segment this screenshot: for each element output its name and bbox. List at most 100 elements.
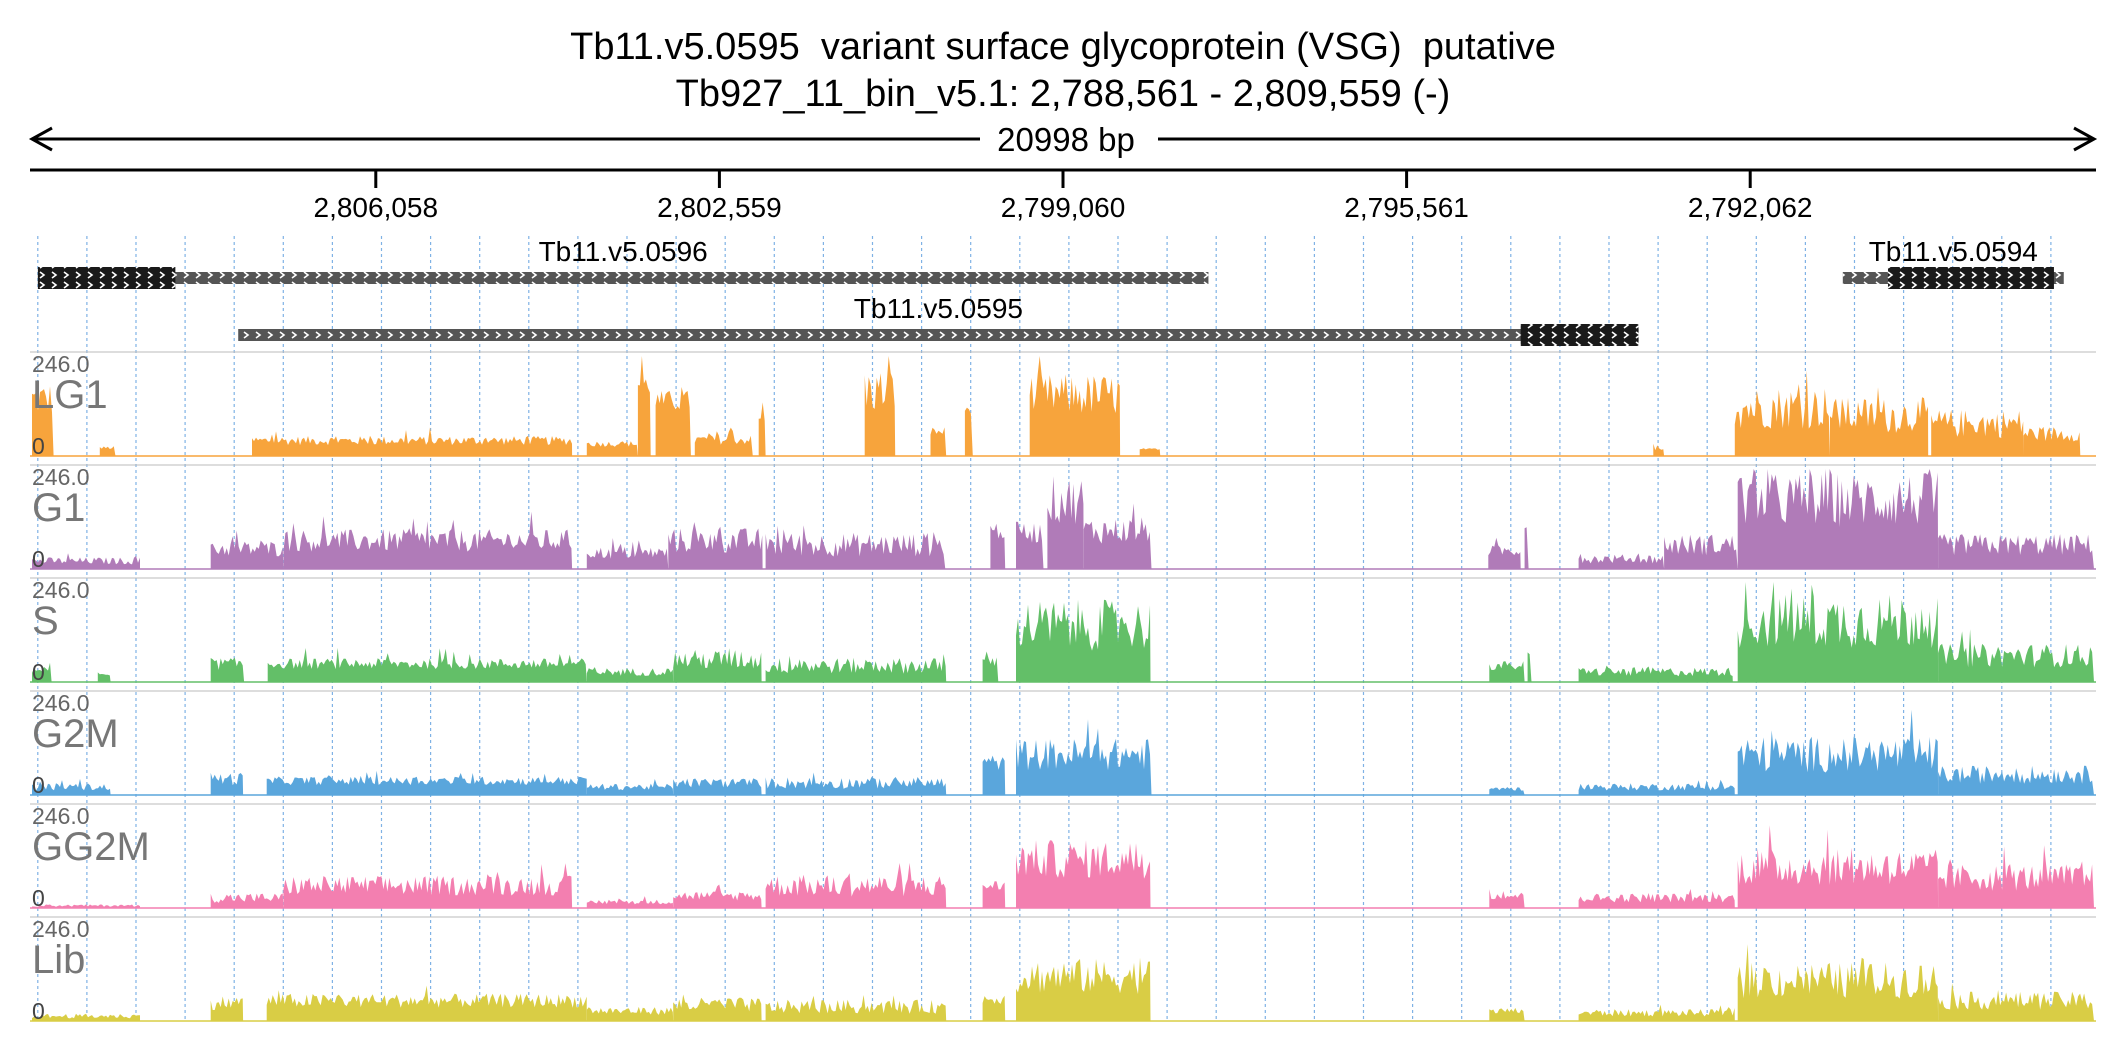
arrow-left-icon (28, 126, 53, 152)
coverage-area (1016, 719, 1152, 795)
coverage-area (1737, 469, 1939, 569)
y-max-label: 246.0 (32, 690, 90, 716)
chart-subtitle: Tb927_11_bin_v5.1: 2,788,561 - 2,809,559… (675, 73, 1451, 115)
strand-arrows (37, 267, 176, 289)
y-max-label: 246.0 (32, 351, 90, 377)
coverage-area (1653, 443, 1665, 456)
gene-model[interactable]: Tb11.v5.0594 (1842, 236, 2064, 289)
coverage-area (668, 522, 763, 569)
coverage-area (673, 994, 762, 1021)
coverage-area (1139, 448, 1161, 456)
coverage-area (982, 755, 1006, 795)
coverage-area (758, 402, 766, 456)
coverage-area (765, 654, 947, 682)
span-label: 20998 bp (997, 121, 1135, 158)
coverage-area (97, 672, 111, 682)
coverage-area (32, 1013, 140, 1021)
coverage-area (283, 511, 573, 569)
y-max-label: 246.0 (32, 803, 90, 829)
y-min-label: 0 (32, 998, 45, 1024)
coverage-area (1016, 957, 1151, 1021)
series-name: GG2M (32, 825, 150, 869)
coverage-area (1737, 709, 1939, 795)
strand-arrows (1520, 324, 1639, 346)
coverage-area (765, 525, 946, 569)
coverage-area (765, 995, 947, 1021)
track-lg1: 246.0 0 LG1 (30, 351, 2096, 459)
coverage-area (1083, 503, 1152, 569)
coverage-area (1489, 661, 1525, 682)
coverage-area (1047, 476, 1084, 569)
coverage-area (586, 667, 674, 682)
coverage-area (1578, 779, 1735, 795)
coverage-area (1578, 553, 1665, 569)
coverage-area (673, 884, 762, 908)
coverage-area (99, 446, 116, 456)
coverage-area (1489, 787, 1525, 795)
gene-track: Tb11.v5.0596 Tb11.v5.0595 Tb11.v5.0594 (37, 236, 2064, 346)
strand-arrows (37, 272, 1209, 284)
coverage-area (267, 647, 587, 682)
track-gg2m: 246.0 0 GG2M (30, 803, 2096, 911)
coverage-area (1016, 840, 1151, 908)
coverage-area (1578, 1004, 1735, 1021)
coverage-area (32, 778, 111, 795)
coverage-area (1016, 521, 1044, 569)
coverage-area (1931, 409, 2024, 456)
strand-arrows (1887, 267, 2054, 289)
coverage-area (1016, 599, 1151, 682)
axis-tick-label: 2,806,058 (314, 192, 439, 223)
y-min-label: 0 (32, 772, 45, 798)
y-max-label: 246.0 (32, 916, 90, 942)
coverage-area (266, 985, 587, 1021)
grid-lines (37, 236, 2052, 1020)
gene-label: Tb11.v5.0594 (1869, 236, 2038, 267)
coverage-area (864, 356, 896, 456)
coverage-area (1938, 983, 2094, 1021)
arrow-right-icon (2073, 126, 2098, 152)
gene-model[interactable]: Tb11.v5.0595 (238, 293, 1639, 346)
coverage-tracks: 246.00LG1246.00G1246.00S246.00G2M246.00G… (30, 351, 2096, 1024)
coverage-area (1524, 527, 1529, 569)
coverage-area (210, 996, 244, 1021)
coverage-area (1737, 825, 1939, 908)
track-g1: 246.0 0 G1 (30, 464, 2096, 572)
coverage-area (1938, 534, 2094, 569)
coverage-area (210, 772, 244, 795)
coverage-area (694, 427, 753, 456)
coverage-area (930, 427, 947, 456)
coverage-area (655, 387, 691, 456)
coverage-area (2023, 426, 2081, 456)
coverage-area (210, 657, 245, 682)
series-name: LG1 (32, 373, 108, 417)
coverage-area (982, 881, 1006, 908)
axis-tick-label: 2,799,060 (1001, 192, 1126, 223)
coverage-area (1489, 889, 1525, 908)
y-min-label: 0 (32, 885, 45, 911)
y-max-label: 246.0 (32, 464, 90, 490)
coverage-area (32, 553, 140, 569)
coverage-area (673, 648, 762, 682)
gene-label: Tb11.v5.0596 (539, 236, 708, 267)
coverage-area (1734, 370, 1830, 456)
coverage-area (283, 863, 573, 908)
coverage-area (964, 407, 973, 456)
coverage-area (765, 862, 947, 908)
track-s: 246.0 0 S (30, 577, 2096, 685)
axis-tick-label: 2,802,559 (657, 192, 782, 223)
coordinate-axis: 2,806,058 2,802,559 2,799,060 2,795,561 2,79… (30, 168, 2096, 223)
coverage-area (1029, 356, 1121, 456)
gene-model[interactable]: Tb11.v5.0596 (37, 236, 1209, 289)
series-name: S (32, 599, 59, 643)
coverage-area (586, 1006, 674, 1021)
axis-tick-label: 2,792,062 (1688, 192, 1813, 223)
track-g2m: 246.0 0 G2M (30, 690, 2096, 798)
span-ruler: 20998 bp (28, 121, 2098, 158)
coverage-area (1527, 652, 1532, 682)
track-lib: 246.0 0 Lib (30, 916, 2096, 1024)
coverage-area (586, 779, 674, 795)
series-name: G2M (32, 712, 119, 756)
y-min-label: 0 (32, 546, 45, 572)
coverage-area (252, 427, 573, 456)
